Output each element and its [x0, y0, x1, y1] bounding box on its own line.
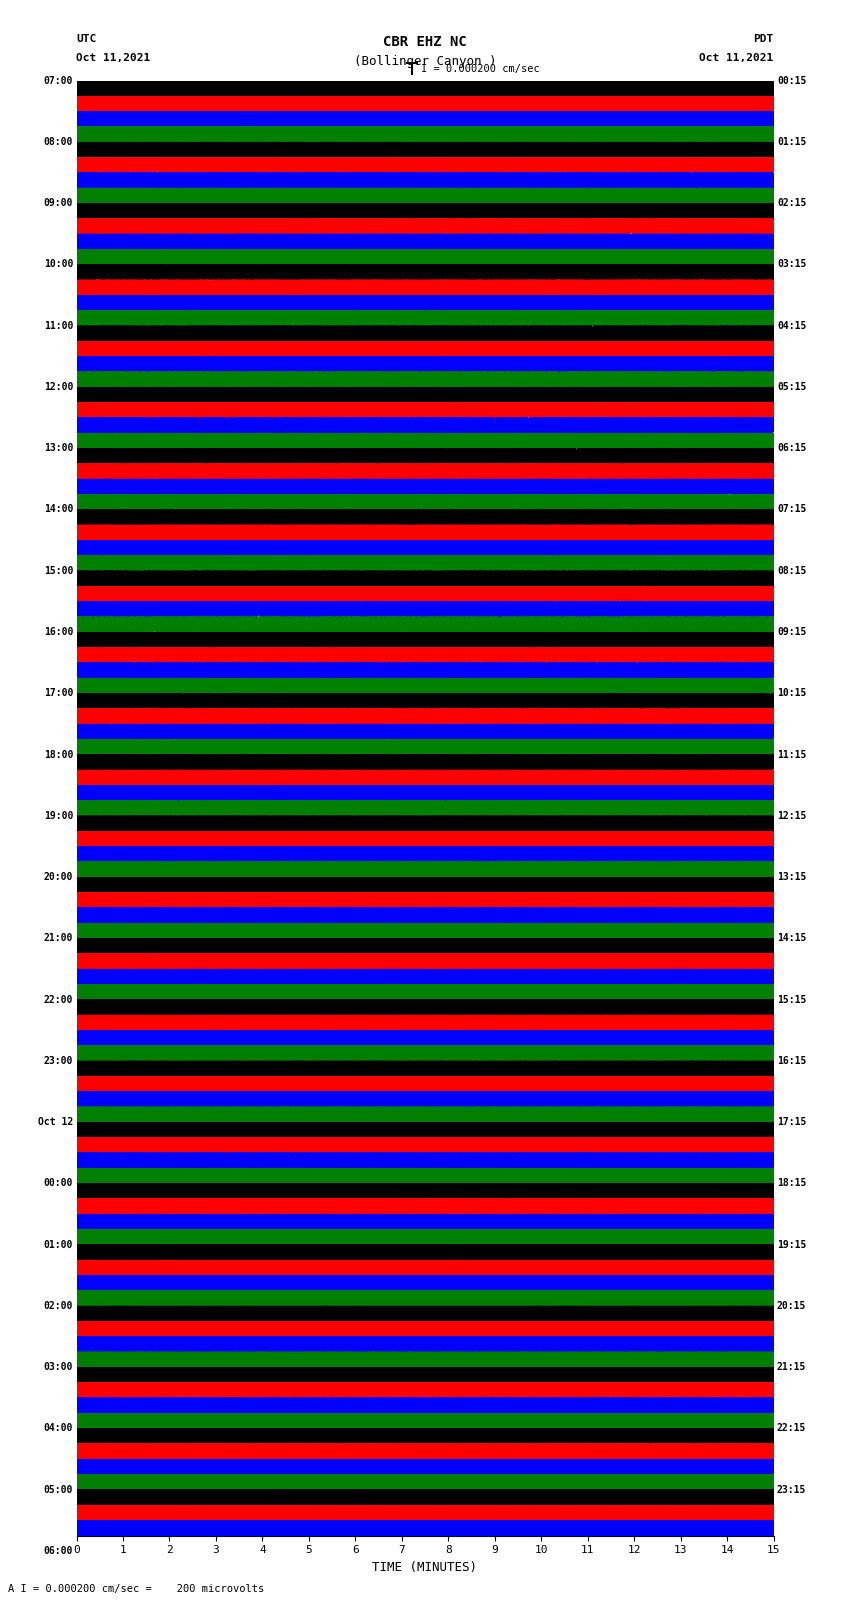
Text: 14:15: 14:15 — [777, 934, 807, 944]
Text: 20:15: 20:15 — [777, 1300, 807, 1311]
Text: 13:15: 13:15 — [777, 873, 807, 882]
Text: 18:00: 18:00 — [43, 750, 73, 760]
Text: Oct 11,2021: Oct 11,2021 — [700, 53, 774, 63]
Text: 09:00: 09:00 — [43, 198, 73, 208]
Text: 06:00: 06:00 — [43, 1545, 73, 1557]
Text: 15:00: 15:00 — [43, 566, 73, 576]
Text: 03:15: 03:15 — [777, 260, 807, 269]
Text: 07:00: 07:00 — [43, 76, 73, 85]
Text: UTC: UTC — [76, 34, 97, 44]
Text: 08:15: 08:15 — [777, 566, 807, 576]
Text: 02:00: 02:00 — [43, 1300, 73, 1311]
Text: 12:15: 12:15 — [777, 811, 807, 821]
Text: 21:15: 21:15 — [777, 1361, 807, 1373]
Text: 20:00: 20:00 — [43, 873, 73, 882]
Text: 23:00: 23:00 — [43, 1057, 73, 1066]
Text: 00:15: 00:15 — [777, 76, 807, 85]
Text: 11:15: 11:15 — [777, 750, 807, 760]
Text: 06:15: 06:15 — [777, 444, 807, 453]
Text: Oct 12: Oct 12 — [38, 1118, 73, 1127]
Text: 07:15: 07:15 — [777, 505, 807, 515]
Text: 15:15: 15:15 — [777, 995, 807, 1005]
Text: CBR EHZ NC: CBR EHZ NC — [383, 35, 467, 50]
Text: (Bollinger Canyon ): (Bollinger Canyon ) — [354, 55, 496, 68]
Text: 01:15: 01:15 — [777, 137, 807, 147]
Text: 08:00: 08:00 — [43, 137, 73, 147]
Text: 05:15: 05:15 — [777, 382, 807, 392]
Text: 12:00: 12:00 — [43, 382, 73, 392]
Text: A I = 0.000200 cm/sec =    200 microvolts: A I = 0.000200 cm/sec = 200 microvolts — [8, 1584, 264, 1594]
Text: 19:15: 19:15 — [777, 1240, 807, 1250]
X-axis label: TIME (MINUTES): TIME (MINUTES) — [372, 1561, 478, 1574]
Text: 17:15: 17:15 — [777, 1118, 807, 1127]
Text: 22:00: 22:00 — [43, 995, 73, 1005]
Text: 05:00: 05:00 — [43, 1484, 73, 1495]
Text: 17:00: 17:00 — [43, 689, 73, 698]
Text: 16:15: 16:15 — [777, 1057, 807, 1066]
Text: 04:00: 04:00 — [43, 1423, 73, 1434]
Text: 11:00: 11:00 — [43, 321, 73, 331]
Text: 10:00: 10:00 — [43, 260, 73, 269]
Text: 23:15: 23:15 — [777, 1484, 807, 1495]
Text: 22:15: 22:15 — [777, 1423, 807, 1434]
Text: 03:00: 03:00 — [43, 1361, 73, 1373]
Text: 16:00: 16:00 — [43, 627, 73, 637]
Text: 09:15: 09:15 — [777, 627, 807, 637]
Text: PDT: PDT — [753, 34, 774, 44]
Text: I = 0.000200 cm/sec: I = 0.000200 cm/sec — [421, 63, 540, 74]
Text: Oct 11,2021: Oct 11,2021 — [76, 53, 150, 63]
Text: 21:00: 21:00 — [43, 934, 73, 944]
Text: 04:15: 04:15 — [777, 321, 807, 331]
Text: 01:00: 01:00 — [43, 1240, 73, 1250]
Text: 14:00: 14:00 — [43, 505, 73, 515]
Text: 18:15: 18:15 — [777, 1179, 807, 1189]
Text: 19:00: 19:00 — [43, 811, 73, 821]
Text: 02:15: 02:15 — [777, 198, 807, 208]
Text: 10:15: 10:15 — [777, 689, 807, 698]
Text: 00:00: 00:00 — [43, 1179, 73, 1189]
Text: 13:00: 13:00 — [43, 444, 73, 453]
